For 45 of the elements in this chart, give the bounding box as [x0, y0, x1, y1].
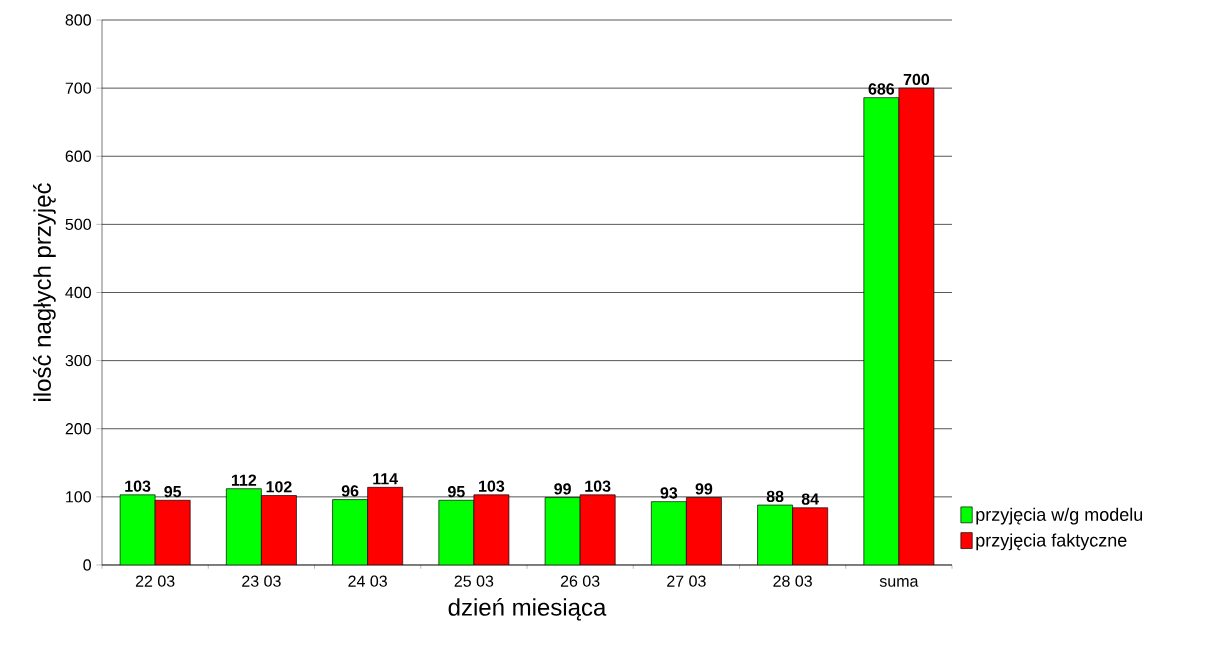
legend-label: przyjęcia w/g modelu	[976, 507, 1143, 525]
y-tick-label: 600	[65, 150, 91, 162]
data-label: 99	[695, 483, 713, 495]
data-label: 103	[585, 480, 611, 492]
y-tick-label: 200	[65, 423, 91, 435]
x-tick-label: 23 03	[242, 575, 281, 587]
y-tick-label: 700	[65, 82, 91, 94]
bar	[898, 87, 935, 565]
y-tick-label: 500	[65, 218, 91, 231]
x-tick-label: 25 03	[454, 575, 494, 587]
y-tick-label: 800	[65, 14, 91, 26]
bar	[154, 499, 191, 565]
data-label: 99	[554, 483, 571, 495]
data-label: 102	[266, 481, 292, 493]
data-label: 686	[868, 83, 895, 95]
data-label: 112	[231, 474, 257, 486]
data-label: 114	[373, 473, 398, 485]
bar	[473, 494, 510, 565]
data-label: 84	[801, 493, 819, 505]
bar	[367, 486, 404, 565]
y-tick-label: 0	[83, 559, 91, 571]
y-tick-label: 100	[66, 491, 91, 503]
data-label: 103	[125, 480, 151, 492]
x-tick-label: 28 03	[773, 575, 812, 587]
y-tick-label: 400	[65, 286, 91, 299]
data-label: 700	[903, 73, 930, 86]
data-label: 88	[766, 490, 784, 503]
bar	[261, 495, 297, 565]
x-axis-title: dzień miesiąca	[448, 597, 607, 621]
y-axis-title: ilość nagłych przyjęć	[33, 183, 56, 401]
x-tick-label: 24 03	[348, 575, 387, 587]
data-label: 103	[479, 480, 505, 492]
y-tick-label: 300	[65, 354, 91, 367]
data-label: 95	[164, 485, 182, 498]
bar	[686, 497, 722, 565]
bar	[579, 494, 616, 565]
data-label: 96	[341, 485, 359, 497]
x-tick-label: 27 03	[667, 575, 706, 587]
data-label: 93	[660, 487, 678, 499]
data-label: 95	[448, 485, 465, 498]
x-tick-label: 22 03	[135, 575, 175, 587]
x-tick-label: 26 03	[560, 575, 600, 587]
x-tick-label: suma	[879, 578, 919, 587]
bar	[792, 507, 829, 565]
legend-label: przyjęcia faktyczne	[976, 533, 1127, 551]
